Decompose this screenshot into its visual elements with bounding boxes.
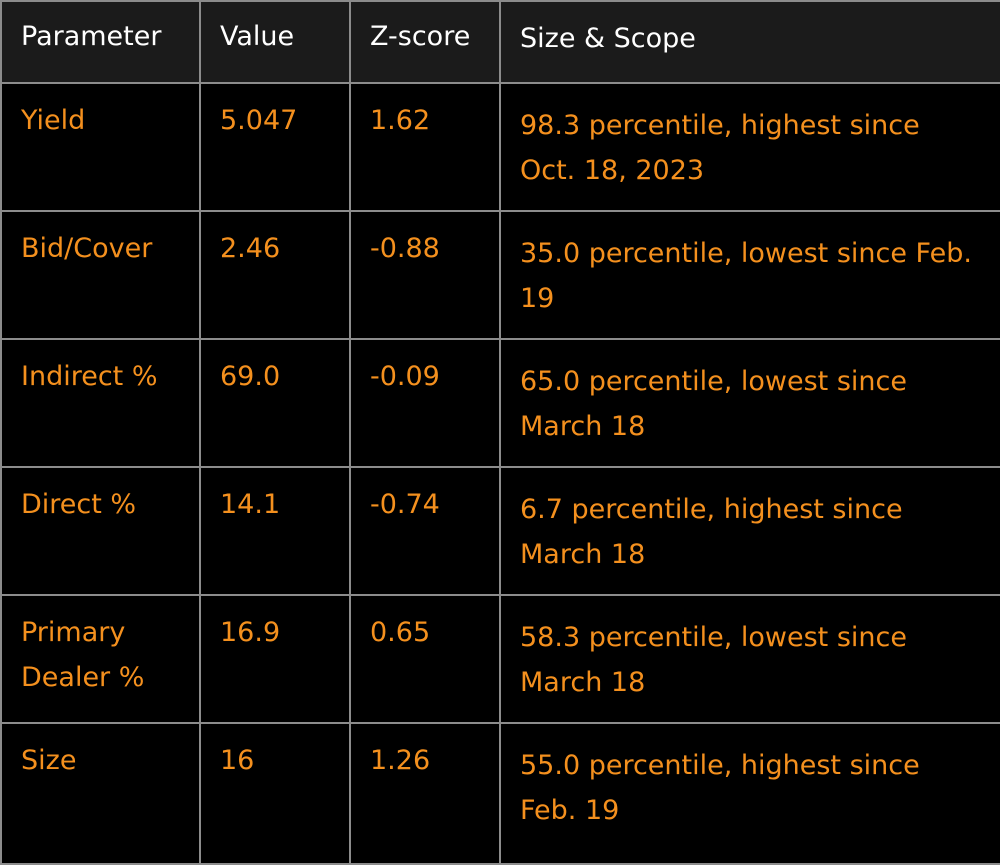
- table-header: Parameter Value Z-score Size & Scope: [0, 0, 1000, 84]
- header-row: Parameter Value Z-score Size & Scope: [0, 0, 1000, 84]
- cell-value: 5.047: [199, 82, 351, 212]
- cell-zscore: 1.26: [349, 722, 501, 865]
- table-row: Primary Dealer % 16.9 0.65 58.3 percenti…: [0, 594, 1000, 724]
- cell-parameter: Size: [0, 722, 201, 865]
- cell-parameter: Yield: [0, 82, 201, 212]
- cell-value: 69.0: [199, 338, 351, 468]
- cell-zscore: 0.65: [349, 594, 501, 724]
- cell-value: 16: [199, 722, 351, 865]
- cell-size-scope: 55.0 percentile, highest since Feb. 19: [499, 722, 1000, 865]
- cell-zscore: -0.09: [349, 338, 501, 468]
- cell-size-scope: 35.0 percentile, lowest since Feb. 19: [499, 210, 1000, 340]
- table-body: Yield 5.047 1.62 98.3 percentile, highes…: [0, 82, 1000, 865]
- cell-zscore: -0.88: [349, 210, 501, 340]
- cell-zscore: 1.62: [349, 82, 501, 212]
- cell-size-scope: 65.0 percentile, lowest since March 18: [499, 338, 1000, 468]
- table-row: Yield 5.047 1.62 98.3 percentile, highes…: [0, 82, 1000, 212]
- cell-parameter: Bid/Cover: [0, 210, 201, 340]
- table-row: Size 16 1.26 55.0 percentile, highest si…: [0, 722, 1000, 865]
- cell-size-scope: 98.3 percentile, highest since Oct. 18, …: [499, 82, 1000, 212]
- cell-size-scope: 58.3 percentile, lowest since March 18: [499, 594, 1000, 724]
- cell-value: 16.9: [199, 594, 351, 724]
- column-header-size-scope: Size & Scope: [499, 0, 1000, 84]
- table-row: Direct % 14.1 -0.74 6.7 percentile, high…: [0, 466, 1000, 596]
- cell-parameter: Primary Dealer %: [0, 594, 201, 724]
- column-header-zscore: Z-score: [349, 0, 501, 84]
- column-header-value: Value: [199, 0, 351, 84]
- cell-size-scope: 6.7 percentile, highest since March 18: [499, 466, 1000, 596]
- column-header-parameter: Parameter: [0, 0, 201, 84]
- cell-parameter: Direct %: [0, 466, 201, 596]
- cell-value: 14.1: [199, 466, 351, 596]
- table-row: Indirect % 69.0 -0.09 65.0 percentile, l…: [0, 338, 1000, 468]
- cell-parameter: Indirect %: [0, 338, 201, 468]
- table-row: Bid/Cover 2.46 -0.88 35.0 percentile, lo…: [0, 210, 1000, 340]
- cell-value: 2.46: [199, 210, 351, 340]
- cell-zscore: -0.74: [349, 466, 501, 596]
